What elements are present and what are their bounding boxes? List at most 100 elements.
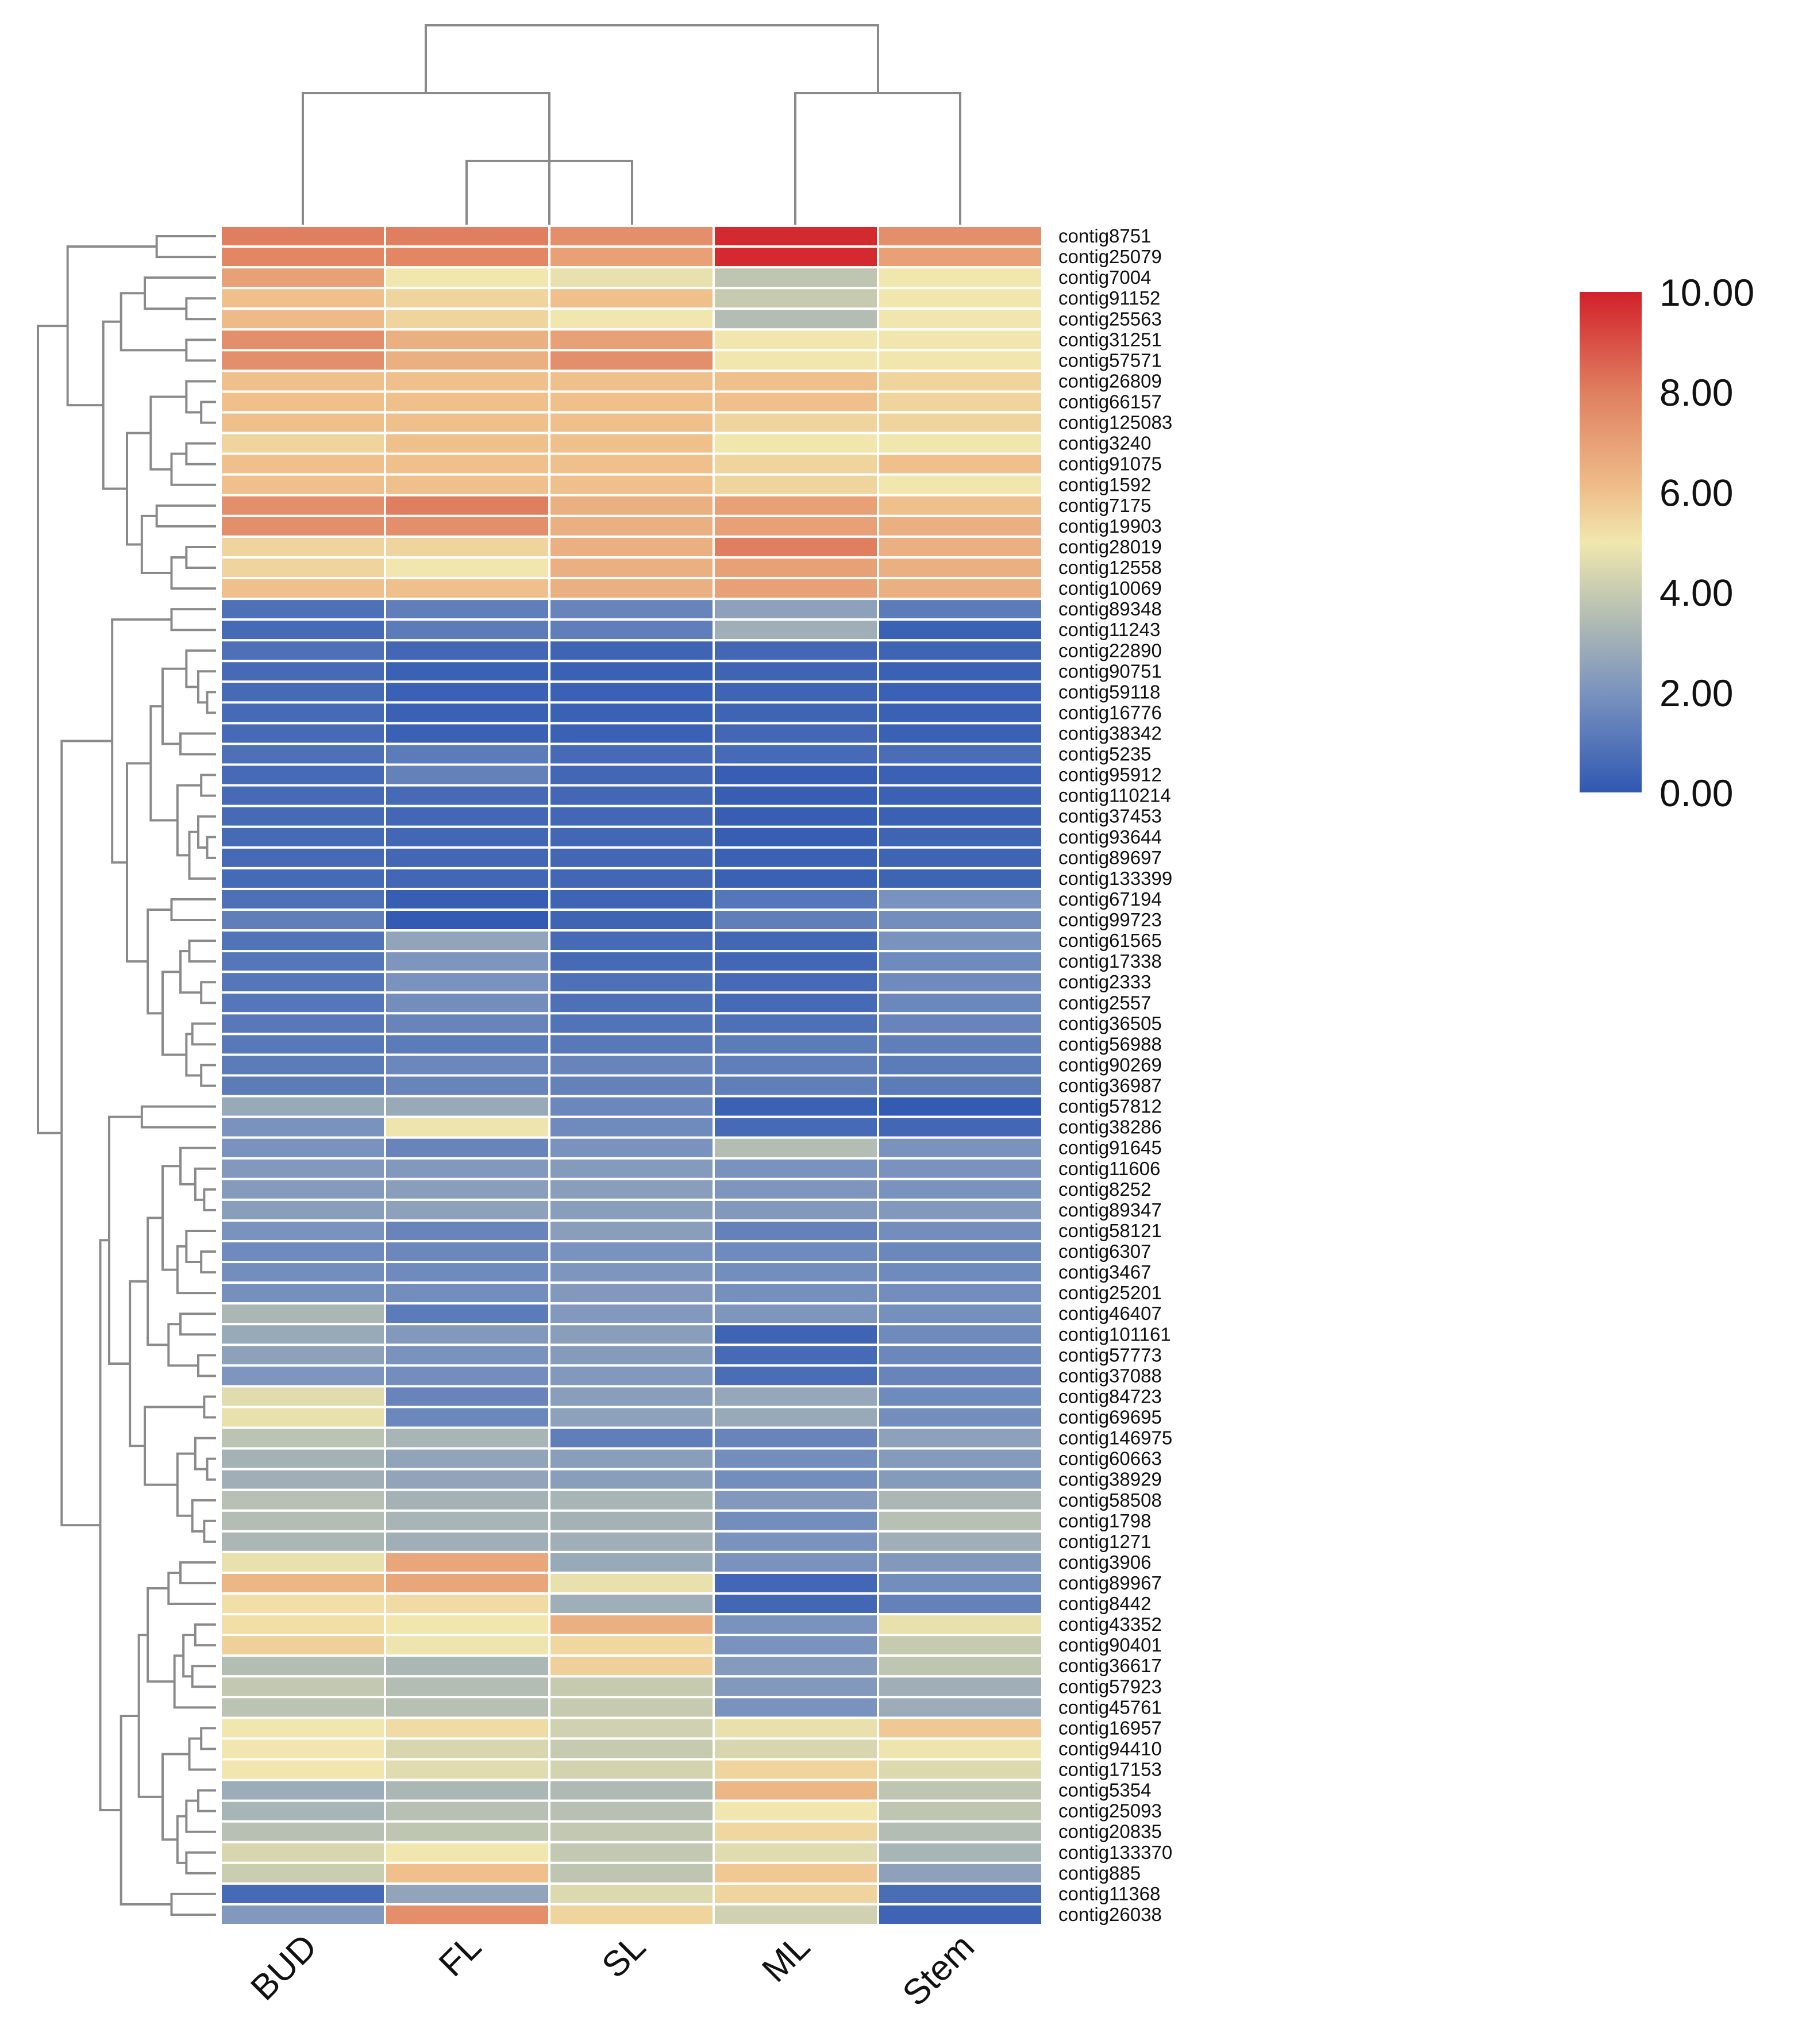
- heatmap-cell: [877, 473, 1044, 496]
- heatmap-cell: [548, 1861, 715, 1885]
- row-label: contig38929: [1058, 1469, 1162, 1490]
- heatmap-cell: [220, 1468, 386, 1491]
- heatmap-cell: [713, 1675, 879, 1699]
- heatmap-cell: [220, 494, 386, 517]
- heatmap-cell: [877, 266, 1044, 290]
- heatmap-cell: [877, 1240, 1044, 1264]
- heatmap-cell: [548, 867, 715, 890]
- row-label: contig89697: [1058, 847, 1162, 868]
- heatmap-cell: [713, 971, 879, 994]
- heatmap-cell: [220, 1012, 386, 1036]
- heatmap-cell: [384, 411, 550, 434]
- heatmap-cell: [220, 390, 386, 414]
- heatmap-cell: [877, 1903, 1044, 1926]
- row-label: contig58508: [1058, 1489, 1162, 1511]
- heatmap-cell: [220, 1095, 386, 1118]
- row-dendrogram-branch: [200, 401, 216, 424]
- heatmap-cell: [220, 763, 386, 787]
- row-label: contig46407: [1058, 1303, 1162, 1324]
- heatmap-cell: [220, 245, 386, 269]
- heatmap-cell: [384, 742, 550, 766]
- heatmap-cell: [220, 1198, 386, 1222]
- heatmap-cell: [220, 1820, 386, 1843]
- row-dendrogram-branch: [137, 1634, 163, 1798]
- heatmap-cell: [713, 432, 879, 455]
- heatmap-cell: [877, 514, 1044, 538]
- heatmap-cell: [548, 804, 715, 828]
- heatmap-cell: [877, 1820, 1044, 1843]
- heatmap-cell: [713, 577, 879, 601]
- heatmap-cell: [877, 1861, 1044, 1885]
- row-dendrogram-branch: [111, 618, 172, 864]
- row-label: contig1798: [1058, 1510, 1151, 1531]
- heatmap-cell: [877, 971, 1044, 994]
- heatmap-cell: [548, 349, 715, 372]
- row-label: contig93644: [1058, 826, 1162, 848]
- row-label: contig133370: [1058, 1842, 1172, 1863]
- heatmap-cell: [384, 1903, 550, 1926]
- heatmap-cell: [548, 432, 715, 455]
- heatmap-cell: [877, 1053, 1044, 1077]
- heatmap-cell: [548, 535, 715, 559]
- heatmap-cell: [220, 514, 386, 538]
- heatmap-cell: [548, 473, 715, 496]
- row-dendrogram-branch: [200, 773, 216, 797]
- heatmap-cell: [713, 598, 879, 621]
- heatmap-cell: [713, 349, 879, 372]
- heatmap-cell: [548, 1364, 715, 1388]
- heatmap-cell: [220, 1861, 386, 1885]
- row-label: contig45761: [1058, 1696, 1162, 1718]
- heatmap-cell: [548, 991, 715, 1015]
- heatmap-cell: [220, 598, 386, 621]
- heatmap-cell: [548, 369, 715, 393]
- heatmap-cell: [713, 1592, 879, 1616]
- heatmap-cell: [384, 577, 550, 601]
- heatmap-cell: [220, 639, 386, 663]
- row-label: contig10069: [1058, 578, 1162, 599]
- heatmap-cell: [713, 1820, 879, 1843]
- row-label: contig91152: [1058, 287, 1160, 309]
- heatmap-cell: [877, 763, 1044, 787]
- row-label: contig22890: [1058, 640, 1162, 661]
- heatmap-cell: [877, 1468, 1044, 1491]
- heatmap-cell: [220, 784, 386, 807]
- heatmap-cell: [384, 1820, 550, 1843]
- heatmap-cell: [220, 577, 386, 601]
- heatmap-cell: [877, 494, 1044, 517]
- heatmap-cell: [220, 473, 386, 496]
- heatmap-cell: [713, 1634, 879, 1657]
- heatmap-cell: [220, 1488, 386, 1512]
- heatmap-cell: [384, 763, 550, 787]
- heatmap-cell: [220, 1033, 386, 1056]
- heatmap-cell: [220, 971, 386, 994]
- heatmap-cell: [548, 1033, 715, 1056]
- row-label: contig36617: [1058, 1655, 1162, 1676]
- heatmap-cell: [713, 473, 879, 496]
- heatmap-cell: [384, 1033, 550, 1056]
- row-label: contig3906: [1058, 1552, 1151, 1573]
- heatmap-cell: [384, 784, 550, 807]
- row-label: contig3467: [1058, 1261, 1151, 1283]
- heatmap-cell: [713, 1302, 879, 1326]
- heatmap-cell: [548, 1323, 715, 1346]
- heatmap-cell: [384, 1281, 550, 1305]
- row-label: contig89348: [1058, 598, 1162, 619]
- heatmap-cell: [713, 1841, 879, 1864]
- heatmap-cell: [220, 1364, 386, 1388]
- heatmap-cell: [877, 618, 1044, 642]
- heatmap-cell: [713, 909, 879, 932]
- heatmap-cell: [384, 245, 550, 269]
- heatmap-cell: [220, 1550, 386, 1574]
- row-label: contig8751: [1058, 225, 1151, 247]
- row-label: contig91075: [1058, 453, 1162, 475]
- heatmap-cell: [713, 1779, 879, 1802]
- row-dendrogram-branch: [147, 1587, 175, 1683]
- heatmap-cell: [713, 742, 879, 766]
- heatmap-cell: [384, 535, 550, 559]
- heatmap-cell: [877, 1302, 1044, 1326]
- heatmap-cell: [384, 556, 550, 580]
- heatmap-cell: [548, 1468, 715, 1491]
- heatmap-cell: [220, 742, 386, 766]
- heatmap-cell: [220, 1654, 386, 1678]
- heatmap-cell: [548, 722, 715, 745]
